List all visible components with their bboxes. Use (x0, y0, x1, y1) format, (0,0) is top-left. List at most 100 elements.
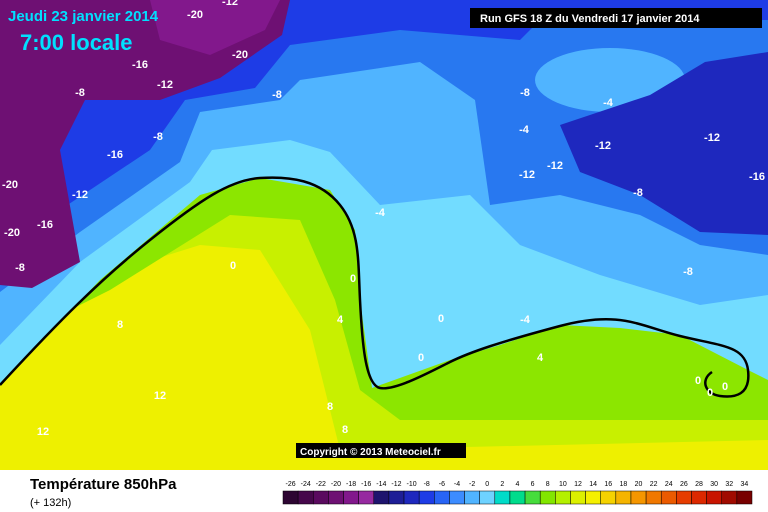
contour-label: 8 (327, 401, 333, 413)
copyright-box (296, 443, 466, 458)
contour-label: 8 (342, 424, 348, 436)
contour-label: 0 (438, 313, 444, 325)
contour-label: 0 (695, 375, 701, 387)
zone-purple (0, 0, 290, 288)
scale-label: 24 (665, 481, 673, 488)
scale-label: 0 (485, 481, 489, 488)
contour-label: 12 (37, 426, 49, 438)
contour-label: 8 (117, 319, 123, 331)
scale-swatch (479, 490, 496, 505)
contour-label: -8 (272, 89, 282, 101)
contour-label: -16 (107, 149, 123, 161)
scale-swatch (676, 490, 692, 505)
contour-label: -16 (749, 171, 765, 183)
contour-label: 0 (418, 352, 424, 364)
scale-swatch (388, 490, 405, 505)
scale-swatch (434, 490, 450, 505)
scale-swatch (373, 490, 390, 505)
run-box (470, 8, 762, 28)
contour-label: 0 (722, 381, 728, 393)
contour-label: -20 (187, 9, 203, 21)
scale-swatch (358, 490, 375, 505)
scale-label: -10 (407, 481, 417, 488)
contour-label: 4 (337, 314, 344, 326)
scale-swatch (570, 490, 586, 505)
scale-swatch (403, 490, 420, 505)
scale-label: -2 (469, 481, 475, 488)
scale-label: -26 (286, 481, 296, 488)
contour-label: -4 (375, 207, 386, 219)
scale-label: 12 (574, 481, 582, 488)
scale-label: 20 (635, 481, 643, 488)
scale-swatch (615, 490, 632, 505)
contour-label: -20 (2, 179, 18, 191)
contour-label: -8 (520, 87, 530, 99)
scale-label: 14 (589, 481, 597, 488)
scale-swatch (555, 490, 571, 505)
scale-swatch (691, 490, 707, 505)
copyright: Copyright © 2013 Meteociel.fr (300, 447, 441, 458)
scale-label: 18 (620, 481, 628, 488)
scale-label: 28 (695, 481, 703, 488)
scale-label: 6 (531, 481, 535, 488)
zone-purple-deep (150, 0, 280, 55)
scale-label: -22 (316, 481, 326, 488)
contour-label: 0 (707, 387, 713, 399)
scale-label: 8 (546, 481, 550, 488)
contour-label: -8 (153, 131, 163, 143)
contour-label: 12 (154, 390, 166, 402)
footer-title: Température 850hPa (30, 476, 177, 493)
contour-label: -12 (704, 132, 720, 144)
scale-swatch (464, 490, 480, 505)
scale-swatch (539, 490, 556, 505)
zero-contour (0, 176, 750, 398)
scale-label: -16 (361, 481, 371, 488)
contour-label: -4 (520, 314, 531, 326)
scale-label: 10 (559, 481, 567, 488)
scale-swatch (343, 490, 359, 505)
scale-label: -14 (376, 481, 386, 488)
zone-sea-light-2 (365, 110, 475, 190)
contour-label: -12 (595, 140, 611, 152)
contour-label: -20 (4, 227, 20, 239)
contour-label: -4 (519, 124, 530, 136)
scale-swatch (509, 490, 526, 505)
scale-label: 22 (650, 481, 658, 488)
contour-label: -12 (519, 169, 535, 181)
scale-label: 32 (725, 481, 733, 488)
scale-label: 30 (710, 481, 718, 488)
scale-swatch (449, 490, 465, 505)
scale-label: -20 (331, 481, 341, 488)
contour-label: -12 (72, 189, 88, 201)
scale-swatch (313, 490, 329, 505)
scale-swatch (494, 490, 511, 505)
contour-label: -8 (683, 266, 693, 278)
scale-swatch (721, 490, 738, 505)
scale-swatch (585, 490, 601, 505)
contour-label: -16 (132, 59, 148, 71)
scale-swatch (524, 490, 541, 505)
contour-label: -12 (222, 0, 238, 8)
scale-label: 4 (516, 481, 520, 488)
scale-swatch (660, 490, 677, 505)
scale-label: -6 (439, 481, 445, 488)
contour-label: -16 (37, 219, 53, 231)
contour-label: -8 (75, 87, 85, 99)
contour-label: -12 (547, 160, 563, 172)
scale-swatch (645, 490, 662, 505)
contour-label: 0 (230, 260, 236, 272)
scale-swatch (282, 490, 299, 505)
zone-deep-blue-ne (560, 52, 768, 235)
scale-label: -8 (424, 481, 430, 488)
scale-label: 2 (500, 481, 504, 488)
contour-label: 0 (350, 273, 356, 285)
scale-label: 34 (741, 481, 749, 488)
scale-label: 16 (604, 481, 612, 488)
scale-label: -12 (391, 481, 401, 488)
scale-swatch (630, 490, 647, 505)
scale-swatch (328, 490, 344, 505)
forecast-date: Jeudi 23 janvier 2014 (8, 8, 159, 25)
footer-lead: (+ 132h) (30, 497, 71, 509)
